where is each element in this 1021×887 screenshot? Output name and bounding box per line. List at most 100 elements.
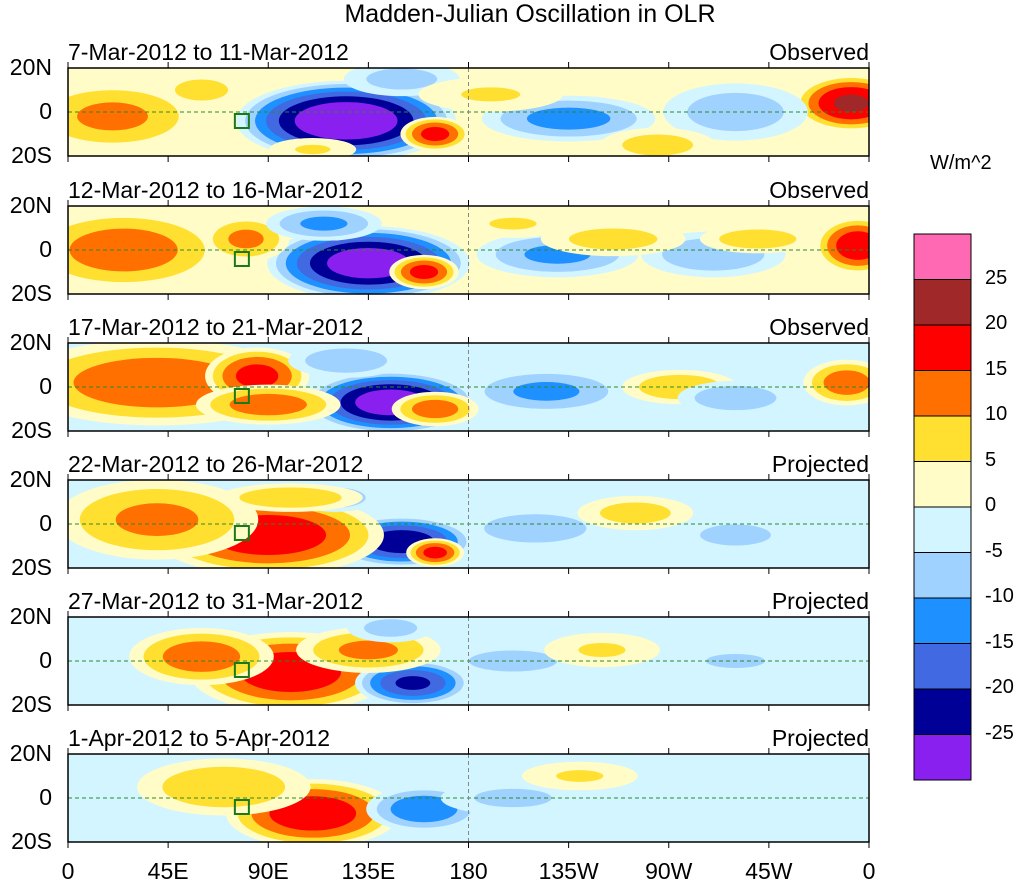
anomaly-contour [73,357,241,408]
colorbar-swatch [913,643,972,690]
anomaly-contour [366,68,438,90]
y-tick-label: 20N [9,192,52,218]
colorbar-label: -20 [985,676,1014,698]
colorbar-label: -5 [985,539,1003,562]
colorbar-swatch [913,324,972,371]
anomaly-contour [338,640,398,660]
anomaly-contour [69,228,178,272]
anomaly-contour [484,514,587,543]
anomaly-contour [409,264,439,280]
index-box [233,388,250,404]
anomaly-contour [300,216,348,231]
x-tick-label: 135E [341,858,396,884]
colorbar-label: 10 [985,403,1008,425]
x-tick-label: 135W [538,858,599,884]
panel-status: Observed [769,39,869,65]
colorbar-swatch [913,552,972,599]
anomaly-contour [239,487,342,508]
panel-date-range: 22-Mar-2012 to 26-Mar-2012 [68,451,364,477]
colorbar-swatch [913,506,972,553]
y-tick-label: 20S [11,691,52,717]
anomaly-contour [411,399,459,419]
colorbar-label: -15 [985,630,1014,653]
map-panel [67,62,870,162]
y-tick-label: 20S [11,554,52,580]
y-tick-label: 0 [39,236,52,262]
colorbar-units: W/m^2 [930,152,992,174]
panel-date-range: 17-Mar-2012 to 21-Mar-2012 [68,314,364,340]
anomaly-contour [364,619,418,637]
anomaly-contour [526,107,611,130]
y-tick-label: 20S [11,417,52,443]
colorbar-label: 25 [985,266,1008,289]
figure-title: Madden-Julian Oscillation in OLR [344,0,716,28]
x-tick-label: 0 [61,858,75,884]
anomaly-contour [622,134,694,156]
anomaly-contour [235,364,279,388]
y-tick-label: 0 [39,510,52,536]
y-tick-label: 20N [9,54,52,80]
colorbar-label: 20 [985,312,1008,334]
colorbar-label: 0 [985,494,997,516]
colorbar-swatch [913,688,972,735]
anomaly-contour [461,87,521,102]
y-tick-label: 0 [39,647,52,673]
colorbar-label: 15 [985,357,1008,380]
x-tick-label: 180 [449,858,488,884]
panel-status: Observed [769,177,869,203]
anomaly-contour [295,144,331,155]
anomaly-contour [390,795,458,823]
colorbar-label: -25 [985,721,1014,744]
anomaly-contour [228,229,264,249]
colorbar-swatch [913,734,972,781]
x-tick-label: 45E [147,858,189,884]
panel-date-range: 7-Mar-2012 to 11-Mar-2012 [68,39,349,65]
index-box [233,113,250,129]
panel-date-range: 1-Apr-2012 to 5-Apr-2012 [68,725,331,751]
y-tick-label: 20N [9,740,52,766]
map-panel [67,474,870,574]
anomaly-contour [836,231,869,260]
anomaly-contour [115,503,199,536]
x-tick-label: 45W [745,858,793,884]
map-panel [67,611,870,711]
anomaly-contour [833,94,869,112]
colorbar-swatch [913,597,972,644]
colorbar-swatch [913,415,972,462]
y-tick-label: 20S [11,280,52,306]
colorbar-swatch [913,461,972,508]
anomaly-contour [489,217,537,230]
y-tick-label: 20S [11,142,52,168]
anomaly-contour [556,770,604,782]
x-tick-label: 90E [247,858,289,884]
colorbar-swatch [913,370,972,417]
panel-date-range: 27-Mar-2012 to 31-Mar-2012 [68,588,364,614]
anomaly-contour [513,382,580,401]
anomaly-contour [174,79,229,101]
y-tick-label: 0 [39,373,52,399]
map-panel [67,748,870,848]
panel-status: Observed [769,314,869,340]
anomaly-contour [162,641,241,672]
y-tick-label: 0 [39,784,52,810]
anomaly-contour [229,393,307,416]
panel-date-range: 12-Mar-2012 to 16-Mar-2012 [68,177,364,203]
anomaly-contour [694,385,777,411]
y-tick-label: 20S [11,828,52,854]
y-tick-label: 0 [39,98,52,124]
anomaly-contour [823,370,869,395]
map-panel [67,337,870,437]
map-panel [67,200,870,300]
anomaly-contour [423,546,447,559]
index-box [233,525,250,541]
y-tick-label: 20N [9,603,52,629]
panel-status: Projected [771,588,869,614]
anomaly-contour [318,110,374,131]
anomaly-contour [719,229,797,249]
x-tick-label: 0 [862,858,876,884]
colorbar-swatch [913,233,972,280]
anomaly-contour [395,676,431,690]
anomaly-contour [305,348,388,373]
anomaly-contour [568,228,658,250]
